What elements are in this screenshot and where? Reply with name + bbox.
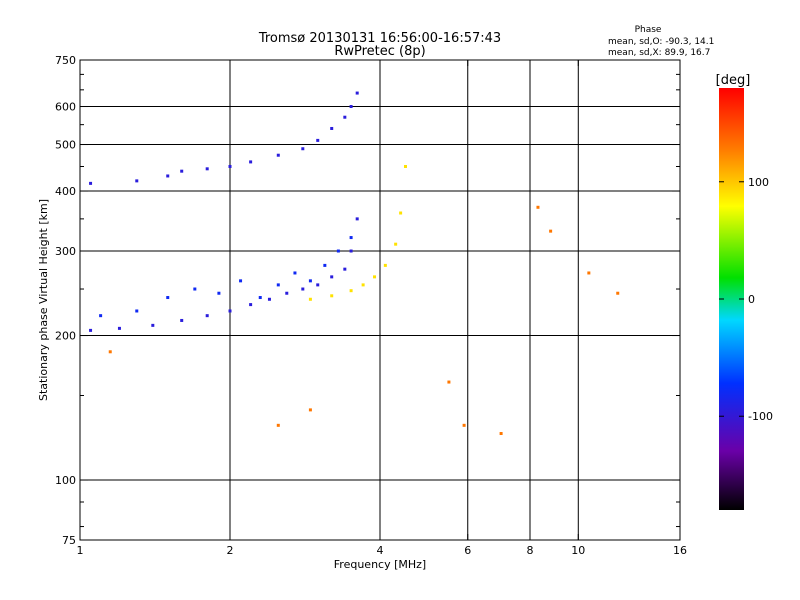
- data-point-series-4: [447, 380, 451, 384]
- y-tick-label: 400: [55, 185, 76, 198]
- data-point-series-1: [239, 279, 243, 283]
- data-point-series-2: [89, 181, 93, 185]
- axis-ticks: 1 2 4 6 8 10 16 75 100 200 300 400 500 600 750: [55, 54, 687, 557]
- data-point-series-0: [228, 309, 232, 313]
- data-point-series-1: [336, 249, 340, 253]
- data-point-series-1: [193, 287, 197, 291]
- colorbar-ticks: 100 0 -100: [719, 176, 773, 423]
- data-point-series-2: [249, 160, 253, 164]
- data-point-series-4: [587, 271, 591, 275]
- data-point-series-2: [228, 164, 232, 168]
- y-tick-label: 300: [55, 245, 76, 258]
- data-point-series-0: [285, 291, 289, 295]
- colorbar-label: [deg]: [716, 73, 751, 88]
- data-point-series-2: [180, 169, 184, 173]
- data-point-series-1: [217, 291, 221, 295]
- x-tick-label: 1: [77, 544, 84, 557]
- data-point-series-1: [349, 236, 353, 240]
- data-point-series-2: [166, 174, 170, 178]
- chart-title: Tromsø 20130131 16:56:00-16:57:43: [258, 31, 501, 46]
- data-point-series-0: [117, 326, 121, 330]
- grid: [80, 60, 680, 540]
- data-point-series-3: [373, 275, 377, 279]
- data-point-series-4: [549, 229, 553, 233]
- phase-stats-o: mean, sd,O: -90.3, 14.1: [608, 37, 714, 47]
- data-point-series-4: [308, 408, 312, 412]
- data-points: [89, 91, 620, 436]
- data-point-series-0: [355, 217, 359, 221]
- colorbar-tick-label: 100: [748, 176, 769, 189]
- data-point-series-1: [135, 309, 139, 313]
- data-point-series-3: [403, 164, 407, 168]
- data-point-series-4: [616, 291, 620, 295]
- data-point-series-0: [343, 267, 347, 271]
- chart-subtitle: RwPretec (8p): [334, 44, 425, 59]
- data-point-series-1: [323, 263, 327, 267]
- data-point-series-3: [308, 297, 312, 301]
- data-point-series-2: [276, 153, 280, 157]
- y-tick-label: 500: [55, 139, 76, 152]
- data-point-series-0: [316, 283, 320, 287]
- data-point-series-0: [267, 297, 271, 301]
- data-point-series-0: [330, 275, 334, 279]
- data-point-series-3: [330, 294, 334, 298]
- data-point-series-2: [301, 147, 305, 151]
- y-tick-label: 100: [55, 474, 76, 487]
- data-point-series-4: [462, 423, 466, 427]
- data-point-series-3: [394, 242, 398, 246]
- colorbar-tick-label: 0: [748, 293, 755, 306]
- data-point-series-4: [108, 350, 112, 354]
- x-tick-label: 16: [673, 544, 687, 557]
- y-tick-label: 200: [55, 330, 76, 343]
- y-tick-label: 750: [55, 54, 76, 67]
- data-point-series-2: [330, 126, 334, 130]
- data-point-series-3: [399, 211, 403, 215]
- data-point-series-0: [151, 323, 155, 327]
- data-point-series-0: [205, 314, 209, 318]
- data-point-series-0: [349, 249, 353, 253]
- data-point-series-4: [499, 432, 503, 436]
- data-point-series-1: [99, 314, 103, 318]
- data-point-series-0: [89, 328, 93, 332]
- y-axis-label: Stationary phase Virtual Height [km]: [37, 199, 50, 401]
- y-tick-label: 600: [55, 101, 76, 114]
- data-point-series-4: [276, 423, 280, 427]
- phase-stats-heading: Phase: [635, 25, 662, 35]
- colorbar-tick-label: -100: [748, 410, 773, 423]
- data-point-series-1: [293, 271, 297, 275]
- data-point-series-3: [383, 263, 387, 267]
- data-point-series-3: [349, 289, 353, 293]
- phase-stats-x: mean, sd,X: 89.9, 16.7: [608, 48, 710, 58]
- data-point-series-1: [166, 296, 170, 300]
- data-point-series-2: [349, 105, 353, 109]
- x-tick-label: 2: [227, 544, 234, 557]
- data-point-series-1: [308, 279, 312, 283]
- data-point-series-3: [361, 283, 365, 287]
- data-point-series-0: [249, 303, 253, 307]
- x-tick-label: 4: [377, 544, 384, 557]
- data-point-series-0: [180, 318, 184, 322]
- data-point-series-2: [135, 179, 139, 183]
- data-point-series-2: [316, 138, 320, 142]
- data-point-series-4: [536, 205, 540, 209]
- data-point-series-2: [343, 115, 347, 119]
- x-tick-label: 10: [571, 544, 585, 557]
- data-point-series-1: [276, 283, 280, 287]
- x-tick-label: 6: [464, 544, 471, 557]
- x-axis-label: Frequency [MHz]: [334, 558, 426, 571]
- y-tick-label: 75: [62, 534, 76, 547]
- data-point-series-2: [355, 91, 359, 95]
- data-point-series-0: [301, 287, 305, 291]
- data-point-series-2: [205, 167, 209, 171]
- data-point-series-1: [258, 296, 262, 300]
- x-tick-label: 8: [527, 544, 534, 557]
